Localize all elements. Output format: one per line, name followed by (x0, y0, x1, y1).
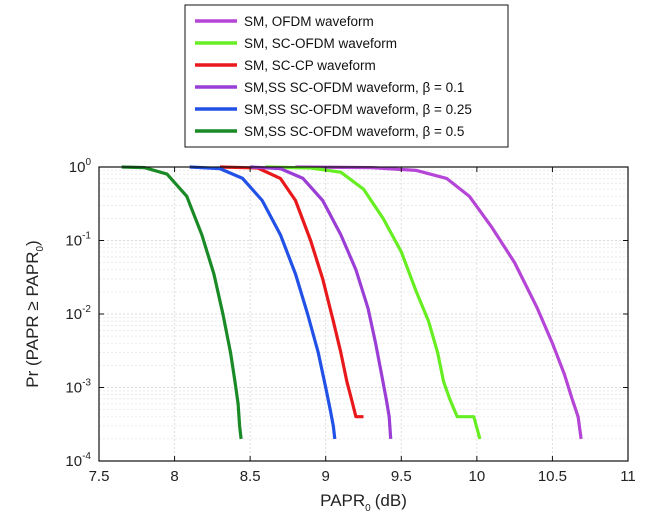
x-axis-ticks: 7.5 8 8.5 9 9.5 10 10.5 11 (89, 167, 636, 485)
series-line-3 (219, 165, 364, 419)
y-axis-label-tail: ) (23, 240, 42, 246)
x-tick-label: 10.5 (538, 468, 567, 485)
legend: SM, OFDM waveform SM, SC-OFDM waveform SM,… (184, 4, 509, 148)
legend-label: SM, SC-CP waveform (244, 58, 376, 73)
series-line-4 (250, 165, 393, 440)
x-tick-label: 7.5 (89, 468, 110, 485)
series-line-6 (121, 165, 243, 440)
y-tick-label: 10-3 (65, 378, 91, 397)
legend-label: SM,SS SC-OFDM waveform, β = 0.5 (244, 124, 464, 139)
x-tick-label: 10 (469, 468, 486, 485)
series-lines (121, 165, 583, 440)
x-tick-label: 8 (170, 468, 178, 485)
x-tick-label: 11 (620, 468, 636, 485)
x-axis-label-main: PAPR (320, 491, 365, 510)
y-axis-label-sub: 0 (35, 246, 46, 252)
y-tick-label: 10-1 (65, 231, 91, 250)
legend-label: SM,SS SC-OFDM waveform, β = 0.25 (244, 102, 472, 117)
series-line-1 (295, 165, 583, 440)
legend-label: SM, SC-OFDM waveform (244, 36, 397, 51)
legend-label: SM,SS SC-OFDM waveform, β = 0.1 (244, 80, 464, 95)
y-tick-label: 100 (69, 157, 92, 176)
x-axis-label-unit: (dB) (375, 491, 407, 510)
x-axis-label-sub: 0 (365, 503, 371, 514)
series-line-2 (265, 165, 482, 440)
legend-label: SM, OFDM waveform (244, 14, 374, 29)
legend-box (184, 4, 509, 148)
y-tick-label: 10-4 (65, 451, 91, 470)
series-line-5 (189, 165, 337, 440)
y-tick-label: 10-2 (65, 304, 91, 323)
x-tick-label: 9.5 (391, 468, 412, 485)
x-tick-label: 8.5 (240, 468, 261, 485)
y-axis-label: Pr (PAPR ≥ PAPR0) (23, 240, 46, 387)
y-axis-label-main: Pr (PAPR ≥ PAPR (23, 252, 42, 388)
y-axis-ticks: 100 10-1 10-2 10-3 10-4 (65, 157, 628, 470)
x-tick-label: 9 (322, 468, 330, 485)
x-axis-label: PAPR0 (dB) (320, 491, 407, 514)
